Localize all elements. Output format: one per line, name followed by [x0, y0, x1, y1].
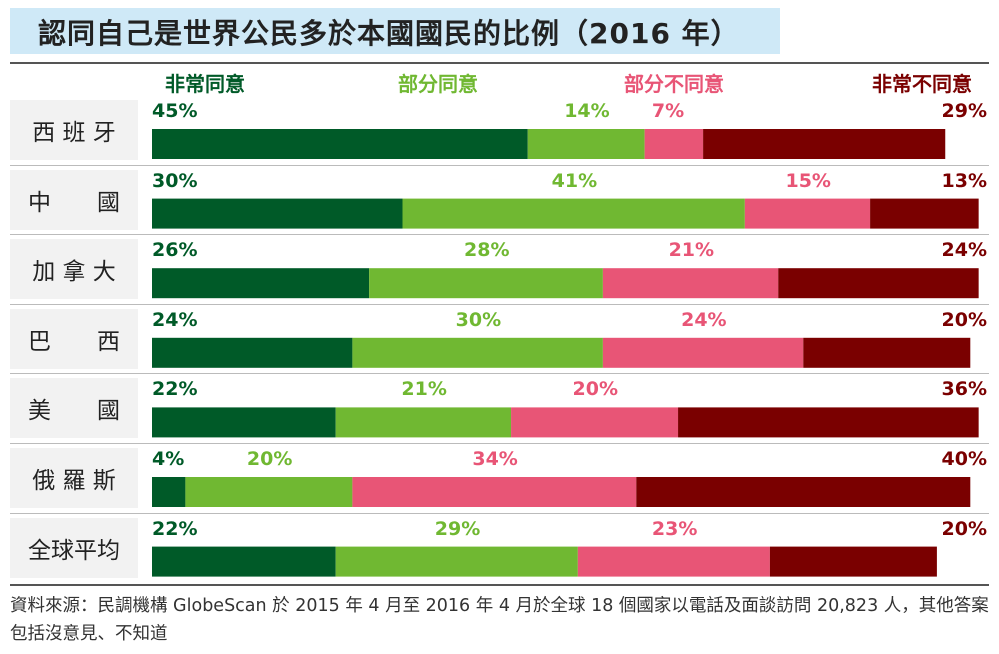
value-label: 41%	[551, 169, 598, 192]
value-label: 29%	[434, 517, 481, 540]
bar-segment	[577, 546, 770, 577]
row-divider	[10, 373, 989, 375]
value-label: 22%	[152, 517, 198, 540]
bar-segment	[602, 268, 779, 299]
legend-item: 部分同意	[398, 72, 478, 96]
bar-segment	[335, 546, 578, 577]
bar-segment	[352, 477, 637, 507]
bar-segment	[152, 546, 336, 577]
bar-segment	[636, 477, 971, 507]
value-label: 24%	[941, 239, 987, 262]
row-label: 加 拿 大	[10, 239, 138, 300]
bar-segment	[152, 407, 336, 438]
row-divider	[10, 234, 989, 236]
bar-segment	[335, 407, 512, 438]
bar-segment	[769, 546, 937, 577]
value-label: 20%	[572, 378, 619, 401]
value-label: 20%	[246, 448, 293, 470]
chart-title: 認同自己是世界公民多於本國國民的比例（2016 年）	[38, 17, 740, 50]
bar-segment	[152, 477, 186, 507]
row-label: 全球平均	[10, 517, 138, 578]
bar-segment	[870, 198, 979, 229]
bar-segment	[678, 407, 979, 438]
bar-segment	[744, 198, 871, 229]
value-label: 23%	[651, 517, 698, 540]
value-label: 28%	[464, 239, 510, 262]
value-label: 30%	[152, 169, 198, 192]
value-label: 21%	[668, 239, 715, 262]
value-label: 21%	[401, 378, 447, 401]
row-divider	[10, 443, 989, 444]
value-label: 22%	[152, 378, 198, 401]
value-label: 20%	[941, 517, 987, 540]
bar-segment	[352, 337, 603, 368]
row-label: 巴 西	[10, 308, 138, 369]
legend-item: 非常不同意	[872, 72, 972, 96]
value-label: 40%	[941, 448, 987, 470]
row-label: 俄 羅 斯	[10, 448, 138, 508]
value-label: 45%	[152, 100, 198, 122]
legend-item: 部分不同意	[624, 72, 724, 96]
title-banner	[10, 8, 780, 54]
row-divider	[10, 164, 989, 166]
value-label: 34%	[472, 448, 518, 470]
source-note: 資料來源：民調機構 GlobeScan 於 2015 年 4 月至 2016 年…	[10, 596, 989, 644]
bar-segment	[511, 407, 679, 438]
row-label: 美 國	[10, 378, 138, 439]
top-rule	[10, 62, 989, 64]
value-label: 30%	[455, 308, 502, 331]
bar-segment	[644, 129, 704, 159]
row-label: 西 班 牙	[10, 100, 138, 160]
value-label: 7%	[651, 100, 685, 122]
bottom-rule	[10, 584, 989, 586]
value-label: 13%	[941, 169, 987, 192]
row-divider	[10, 303, 989, 305]
value-label: 4%	[152, 448, 185, 470]
bar-segment	[152, 268, 370, 299]
legend-item: 非常同意	[165, 72, 245, 96]
bar-segment	[152, 337, 353, 368]
bar-segment	[602, 337, 804, 368]
bar-segment	[703, 129, 946, 159]
bar-segment	[778, 268, 979, 299]
bar-segment	[152, 129, 528, 159]
bar-segment	[402, 198, 745, 229]
value-label: 20%	[941, 308, 987, 331]
value-label: 24%	[152, 308, 198, 331]
value-label: 26%	[152, 239, 198, 262]
value-label: 24%	[681, 308, 727, 331]
value-label: 29%	[941, 100, 987, 122]
row-label: 中 國	[10, 169, 138, 230]
row-divider	[10, 512, 989, 514]
value-label: 14%	[564, 100, 610, 122]
bar-segment	[527, 129, 645, 159]
bar-segment	[369, 268, 603, 299]
bar-segment	[185, 477, 353, 507]
bar-segment	[152, 198, 403, 229]
value-label: 15%	[785, 169, 831, 192]
value-label: 36%	[941, 378, 987, 401]
bar-segment	[803, 337, 971, 368]
